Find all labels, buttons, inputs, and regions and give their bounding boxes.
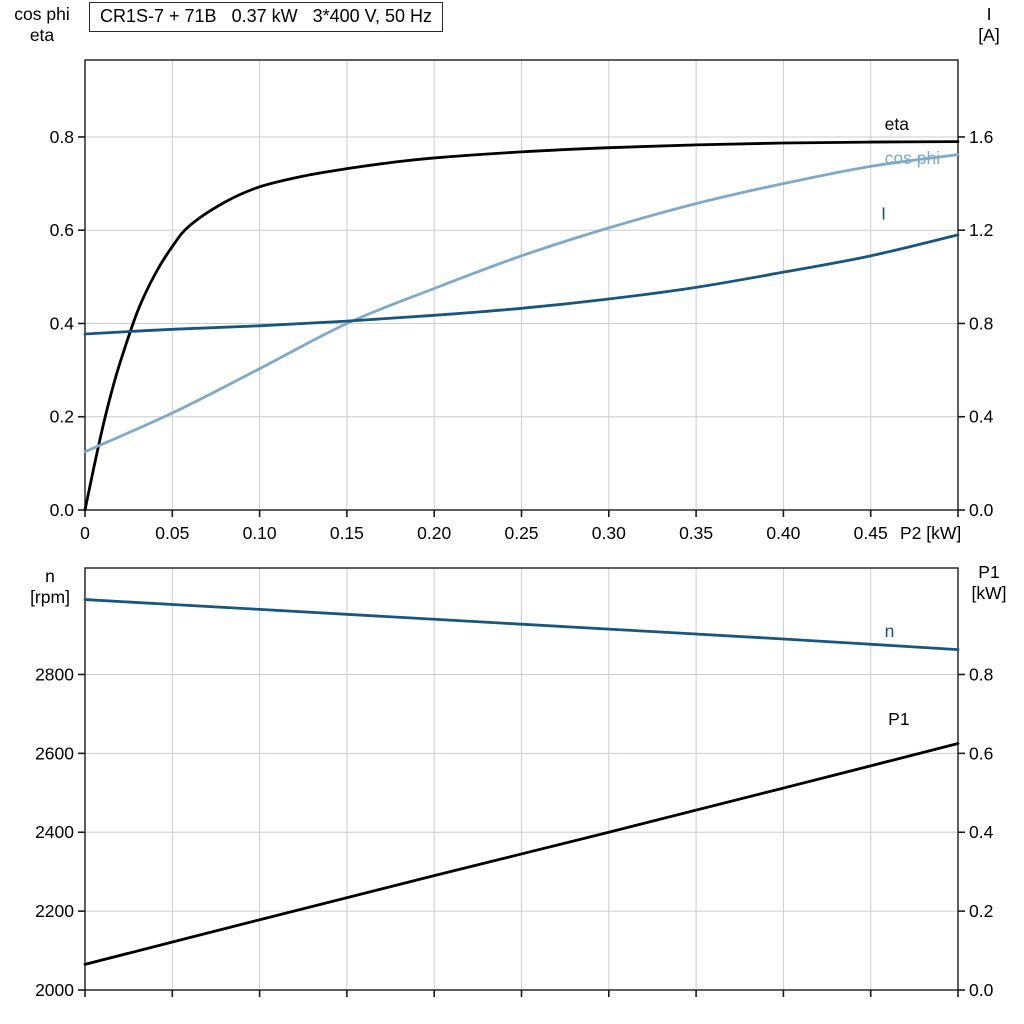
bottom-chart-left-axis-title: n [rpm] — [14, 566, 86, 608]
x-tick-label: 0.45 — [854, 523, 888, 543]
right-tick-label: 0.0 — [969, 980, 994, 1000]
right-tick-label: 0.8 — [969, 313, 993, 333]
left-tick-label: 2000 — [35, 980, 74, 1000]
x-tick-label: 0.20 — [417, 523, 451, 543]
x-tick-label: 0 — [80, 523, 90, 543]
left-tick-label: 2800 — [35, 664, 74, 684]
left-tick-label: 2400 — [35, 822, 74, 842]
right-tick-label: 0.6 — [969, 743, 993, 763]
right-tick-label: 0.8 — [969, 664, 993, 684]
left-tick-label: 0.6 — [50, 220, 74, 240]
curve-label-n: n — [885, 621, 895, 641]
x-tick-label: 0.30 — [592, 523, 626, 543]
axis-title-current-unit: [A] — [978, 25, 1000, 45]
x-tick-label: 0.35 — [679, 523, 713, 543]
left-tick-label: 2600 — [35, 743, 74, 763]
curve-I — [83, 233, 960, 336]
curve-n — [83, 598, 960, 652]
axis-title-p1: P1 — [978, 562, 1000, 582]
top-chart-right-axis-title: I [A] — [962, 4, 1016, 46]
axis-title-p1-unit: [kW] — [971, 583, 1007, 603]
curve-label-cos-phi: cos phi — [885, 148, 940, 168]
left-tick-label: 2200 — [35, 901, 74, 921]
right-tick-label: 0.4 — [969, 407, 994, 427]
left-tick-label: 0.2 — [50, 407, 74, 427]
x-tick-label: 0.40 — [766, 523, 800, 543]
curve-label-eta: eta — [885, 114, 910, 134]
right-tick-label: 0.4 — [969, 822, 994, 842]
x-tick-label: 0.10 — [243, 523, 277, 543]
left-tick-label: 0.0 — [50, 500, 75, 520]
axis-title-cos-phi: cos phi — [14, 4, 70, 24]
axis-title-eta: eta — [29, 25, 55, 45]
x-axis-label: P2 [kW] — [900, 523, 961, 543]
top-chart-left-axis-title: cos phi eta — [2, 4, 82, 46]
left-tick-label: 0.4 — [50, 313, 75, 333]
right-tick-label: 1.2 — [969, 220, 993, 240]
x-tick-label: 0.05 — [155, 523, 189, 543]
x-tick-label: 0.15 — [330, 523, 364, 543]
curve-cos-phi — [83, 153, 960, 454]
curve-P1 — [83, 742, 960, 966]
chart-title-box: CR1S-7 + 71B 0.37 kW 3*400 V, 50 Hz — [89, 2, 444, 32]
curve-eta — [83, 140, 960, 512]
curve-label-I: I — [881, 204, 886, 224]
axis-title-current: I — [986, 4, 992, 24]
left-tick-label: 0.8 — [50, 127, 74, 147]
bottom-chart-right-axis-title: P1 [kW] — [960, 562, 1018, 604]
axis-title-speed: n — [45, 566, 55, 586]
right-tick-label: 0.2 — [969, 901, 993, 921]
right-tick-label: 1.6 — [969, 127, 993, 147]
x-tick-label: 0.25 — [504, 523, 538, 543]
right-tick-label: 0.0 — [969, 500, 994, 520]
curve-label-P1: P1 — [888, 709, 909, 729]
axis-title-speed-unit: [rpm] — [30, 587, 70, 607]
